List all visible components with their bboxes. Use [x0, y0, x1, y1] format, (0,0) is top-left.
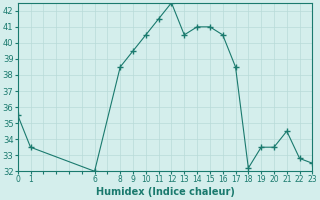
X-axis label: Humidex (Indice chaleur): Humidex (Indice chaleur): [96, 187, 235, 197]
